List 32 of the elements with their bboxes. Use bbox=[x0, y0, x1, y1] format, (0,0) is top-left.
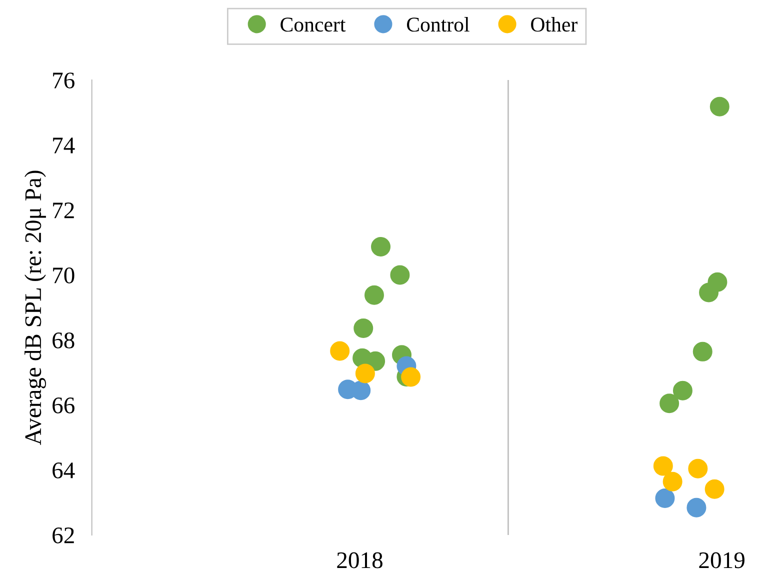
y-tick-label: 76 bbox=[53, 72, 74, 88]
y-tick-label: 74 bbox=[53, 138, 75, 154]
point bbox=[354, 318, 374, 338]
point bbox=[660, 394, 680, 414]
y-tick-label: 72 bbox=[53, 202, 74, 218]
point bbox=[390, 265, 410, 285]
x-tick-label: 2019 bbox=[699, 552, 744, 568]
x-tick-label: 2018 bbox=[337, 552, 382, 568]
point bbox=[655, 488, 675, 508]
point bbox=[364, 285, 384, 305]
point bbox=[699, 282, 719, 302]
point bbox=[710, 96, 730, 116]
y-tick-label: 66 bbox=[52, 398, 74, 414]
point bbox=[330, 341, 350, 361]
point bbox=[662, 472, 682, 492]
y-tick-label: 62 bbox=[52, 528, 74, 544]
y-tick-label: 68 bbox=[52, 332, 74, 348]
point bbox=[692, 342, 712, 362]
point bbox=[401, 367, 421, 387]
legend-label: Other bbox=[531, 16, 578, 32]
legend-label: Concert bbox=[280, 18, 346, 32]
point bbox=[688, 458, 708, 478]
point bbox=[704, 479, 724, 499]
point bbox=[686, 498, 706, 518]
legend-label: Control bbox=[406, 16, 470, 32]
point bbox=[355, 364, 375, 384]
y-tick-label: 70 bbox=[53, 267, 74, 284]
point bbox=[371, 236, 391, 256]
point bbox=[653, 456, 673, 476]
y-tick-label: 64 bbox=[52, 462, 75, 478]
point bbox=[672, 380, 692, 400]
y-axis-title: Average dB SPL (re: 20μ Pa) bbox=[24, 170, 46, 446]
